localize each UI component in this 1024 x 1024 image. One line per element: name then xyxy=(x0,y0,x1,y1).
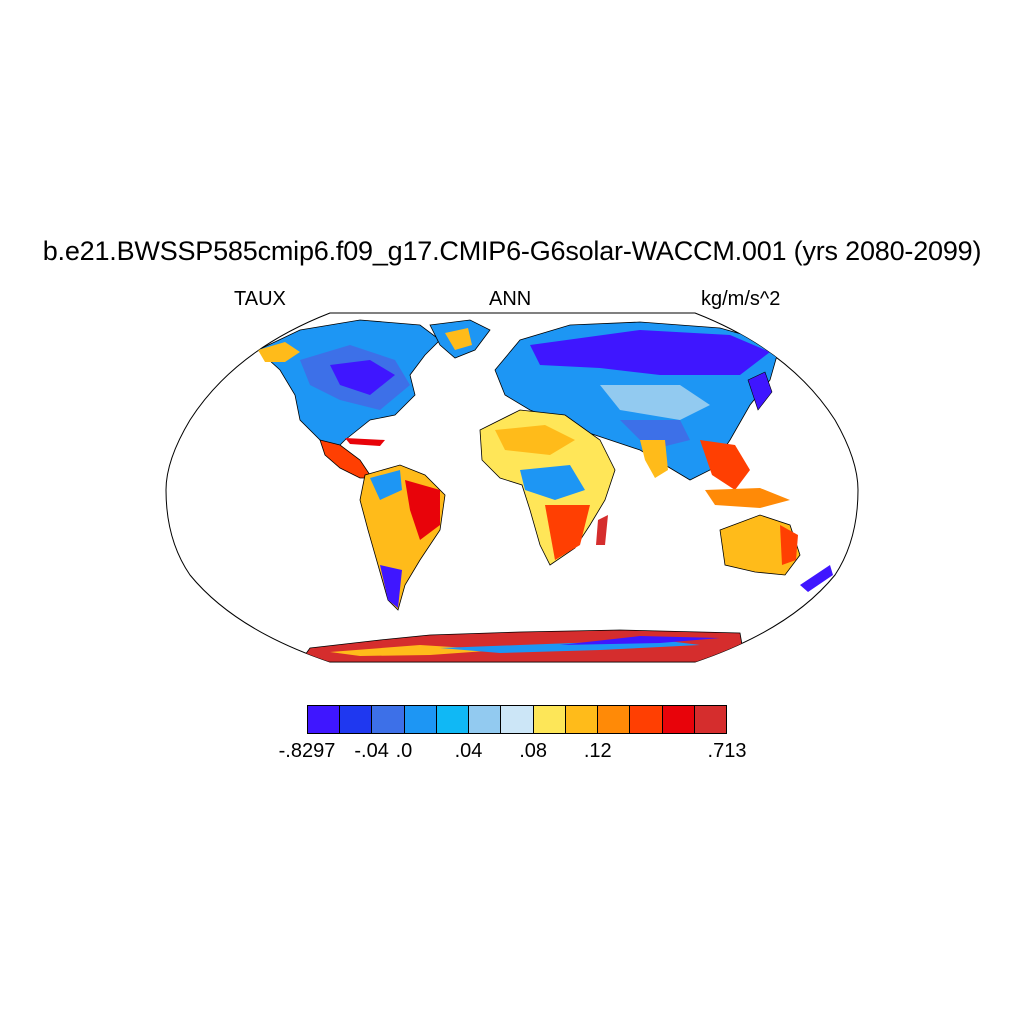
colorbar-swatch xyxy=(436,706,470,733)
colorbar-swatch xyxy=(694,706,727,733)
colorbar-tick-label: .04 xyxy=(454,740,483,762)
landmass-greenland-warm xyxy=(445,328,472,350)
colorbar-swatch xyxy=(308,706,341,733)
colorbar-swatch xyxy=(372,706,405,733)
landmass-alaska-warm xyxy=(258,342,300,362)
landmass-australia-east xyxy=(780,525,798,565)
landmass-south-asia xyxy=(640,440,668,478)
colorbar-tick-label: .0 xyxy=(395,740,413,762)
landmass-africa-south xyxy=(545,505,590,560)
units-label: kg/m/s^2 xyxy=(701,288,781,310)
colorbar-tick-label: .12 xyxy=(583,740,612,762)
season-label: ANN xyxy=(489,288,532,310)
landmass-africa-central xyxy=(520,465,585,500)
colorbar-swatch xyxy=(501,706,534,733)
landmass-siberia xyxy=(530,330,770,375)
landmass-central-asia xyxy=(600,385,710,420)
colorbar-swatch xyxy=(404,706,437,733)
landmass-south-america-tip xyxy=(380,565,402,608)
colorbar-tick-label: -.8297 xyxy=(278,740,336,762)
colorbar-tick-label: .08 xyxy=(519,740,548,762)
landmass-himalaya xyxy=(620,420,690,450)
landmass-indonesia xyxy=(705,488,790,508)
colorbar-swatch xyxy=(533,706,566,733)
colorbar-swatch xyxy=(469,706,502,733)
colorbar xyxy=(307,705,727,734)
landmass-africa-sahara xyxy=(495,425,575,455)
colorbar-tick-label: -.04 xyxy=(354,740,389,762)
landmass-new-zealand xyxy=(800,565,833,592)
landmass-southeast-asia xyxy=(700,440,750,490)
colorbar-tick-label: .713 xyxy=(707,740,747,762)
colorbar-swatch xyxy=(598,706,631,733)
figure-title: b.e21.BWSSP585cmip6.f09_g17.CMIP6-G6sola… xyxy=(42,236,982,266)
colorbar-swatch xyxy=(340,706,373,733)
landmass-south-america-north xyxy=(370,470,402,500)
landmass-antarctica-band-3 xyxy=(560,636,720,645)
landmass-madagascar xyxy=(596,515,608,545)
landmass-japan xyxy=(747,371,773,411)
landmass-australia xyxy=(719,514,801,576)
variable-label: TAUX xyxy=(234,288,286,310)
landmass-caribbean xyxy=(345,438,385,446)
colorbar-swatch xyxy=(662,706,695,733)
colorbar-swatch xyxy=(565,706,599,733)
landmass-north-america-core xyxy=(330,360,395,395)
colorbar-swatch xyxy=(630,706,663,733)
landmass-south-america-east xyxy=(405,480,440,540)
